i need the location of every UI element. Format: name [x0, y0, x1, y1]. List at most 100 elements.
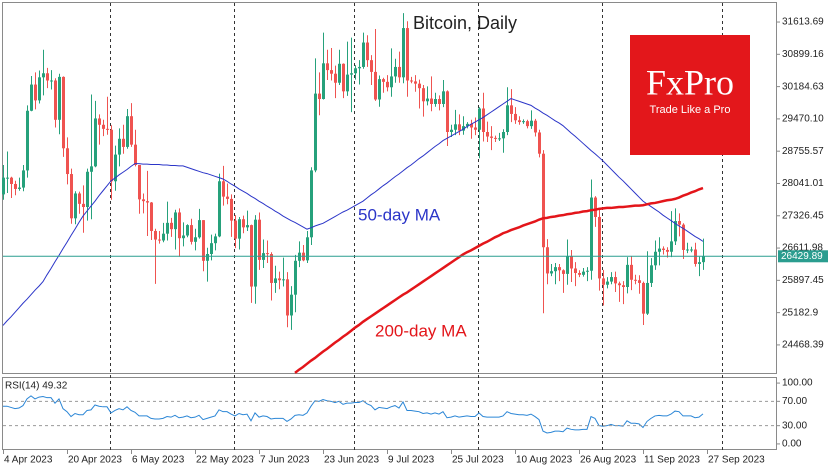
- candle-body: [658, 248, 661, 252]
- candle-body: [418, 83, 421, 89]
- candle-body: [678, 221, 681, 225]
- candle-body: [494, 137, 497, 139]
- y-tick-label: 29470.10: [782, 114, 824, 125]
- candle-body: [486, 132, 489, 137]
- ma50-label: 50-day MA: [358, 205, 441, 224]
- rsi-panel-frame: [2, 377, 777, 450]
- candle-body: [30, 84, 33, 111]
- candle-body: [282, 279, 285, 281]
- candle-body: [278, 278, 281, 281]
- candle-body: [186, 225, 189, 236]
- candle-body: [322, 63, 325, 100]
- candle-body: [618, 283, 621, 286]
- candle-body: [474, 127, 477, 130]
- candle-body: [558, 267, 561, 271]
- y-tick-label: 24468.39: [782, 340, 824, 351]
- candle-body: [130, 116, 133, 145]
- candle-body: [638, 280, 641, 283]
- candle-body: [34, 84, 37, 101]
- candle-body: [590, 197, 593, 271]
- candle-body: [534, 120, 537, 133]
- candle-body: [526, 121, 529, 127]
- x-tick-label: 20 Apr 2023: [68, 455, 122, 466]
- candle-body: [46, 73, 49, 81]
- candle-body: [378, 79, 381, 100]
- candle-body: [158, 239, 161, 241]
- candle-body: [366, 42, 369, 61]
- x-tick-label: 9 Jul 2023: [388, 455, 435, 466]
- candle-body: [266, 253, 269, 255]
- y-tick-label: 27326.45: [782, 210, 824, 221]
- candle-body: [70, 174, 73, 219]
- candle-body: [670, 241, 673, 252]
- candle-body: [142, 199, 145, 202]
- candle-body: [686, 249, 689, 251]
- candle-body: [78, 193, 81, 204]
- candle-body: [350, 73, 353, 75]
- candle-body: [246, 225, 249, 228]
- candle-body: [118, 138, 121, 155]
- candle-body: [242, 219, 245, 228]
- candle-body: [358, 66, 361, 69]
- y-tick-label: 30184.63: [782, 81, 824, 92]
- candle-body: [522, 121, 525, 123]
- candle-body: [134, 144, 137, 165]
- candle-body: [370, 60, 373, 72]
- last-price-box: [778, 250, 828, 263]
- candle-body: [650, 265, 653, 283]
- candle-body: [314, 93, 317, 171]
- candle-body: [38, 77, 41, 101]
- candle-body: [254, 219, 257, 287]
- x-tick-label: 22 May 2023: [196, 455, 254, 466]
- candle-body: [626, 264, 629, 288]
- candle-body: [210, 243, 213, 255]
- candle-body: [606, 281, 609, 285]
- candle-body: [510, 105, 513, 114]
- candle-body: [634, 279, 637, 281]
- candle-body: [238, 219, 241, 239]
- candle-body: [562, 270, 565, 274]
- candle-body: [538, 132, 541, 154]
- ma50-line: [2, 98, 704, 326]
- candle-body: [42, 73, 45, 78]
- candle-body: [50, 80, 53, 82]
- candle-body: [630, 264, 633, 280]
- candle-body: [154, 230, 157, 240]
- candle-body: [166, 222, 169, 234]
- candle-body: [2, 177, 5, 195]
- x-tick-label: 4 Apr 2023: [4, 455, 53, 466]
- y-tick-label: 31613.69: [782, 17, 824, 28]
- y-tick-label: 25897.45: [782, 275, 824, 286]
- candle-body: [114, 154, 117, 182]
- logo-tagline: Trade Like a Pro: [650, 104, 731, 116]
- candle-body: [106, 128, 109, 130]
- rsi-line: [3, 395, 704, 434]
- x-tick-label: 26 Aug 2023: [580, 455, 637, 466]
- candle-body: [406, 28, 409, 81]
- candle-body: [270, 254, 273, 283]
- candle-body: [430, 98, 433, 104]
- candle-body: [230, 198, 233, 221]
- candle-body: [702, 256, 705, 263]
- candle-body: [594, 197, 597, 217]
- candle-body: [642, 282, 645, 314]
- candle-body: [58, 76, 61, 120]
- candle-body: [54, 80, 57, 120]
- candle-body: [586, 270, 589, 272]
- candle-body: [202, 220, 205, 261]
- candle-body: [178, 212, 181, 239]
- candle-body: [666, 249, 669, 252]
- candle-body: [318, 93, 321, 100]
- logo-box: [630, 35, 750, 155]
- candle-body: [198, 220, 201, 238]
- candle-body: [382, 79, 385, 82]
- candle-body: [234, 220, 237, 239]
- candle-body: [86, 171, 89, 208]
- candle-body: [410, 80, 413, 82]
- candle-body: [170, 222, 173, 230]
- candle-body: [434, 99, 437, 104]
- candle-body: [218, 181, 221, 237]
- candle-body: [290, 294, 293, 316]
- candle-body: [402, 28, 405, 78]
- ma200-label: 200-day MA: [375, 321, 467, 340]
